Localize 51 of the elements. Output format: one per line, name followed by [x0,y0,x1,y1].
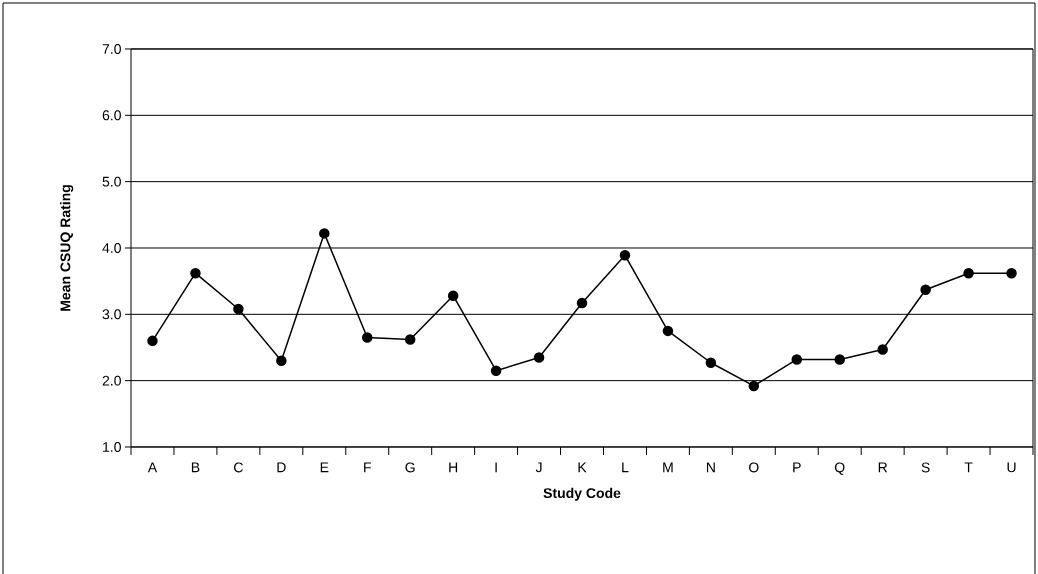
point [319,227,330,239]
point [490,365,502,376]
point [705,357,717,368]
point [920,284,931,295]
point [791,353,803,365]
x-tick-label: Q [834,462,845,475]
x-tick-label: P [793,462,801,472]
y-tick-label: 4.0 [102,242,121,253]
point [877,343,888,355]
x-tick-label: D [277,462,286,472]
y-tick-label: 1.0 [103,441,121,452]
point [576,297,588,309]
x-tick-label: F [364,462,371,472]
point [834,353,845,365]
x-tick-label: L [622,462,629,472]
y-tick-label: 7.0 [102,43,121,54]
x-tick-label: I [495,462,497,472]
point [190,267,201,279]
point [276,355,287,366]
y-tick-label: 5.0 [102,176,121,187]
x-tick-label: E [320,462,329,472]
point [233,303,244,315]
x-tick-label: T [964,462,973,472]
point [1006,267,1017,279]
y-tick-label: 3.0 [102,309,121,320]
point [662,325,674,336]
x-tick-label: A [147,462,158,472]
x-tick-label: S [921,462,930,473]
y-tick-label: 6.0 [102,110,121,121]
x-tick-label: O [749,462,759,473]
x-tick-label: G [405,462,415,473]
point [447,290,459,301]
point [404,334,416,345]
x-axis-title: Study Code [543,487,621,501]
point [963,267,974,279]
point [748,380,760,391]
x-tick-label: K [578,462,587,472]
point [533,351,545,363]
x-tick-label: H [449,462,458,472]
x-tick-label: J [535,462,542,473]
y-axis-title: Mean CSUQ Rating [60,184,74,311]
x-tick-label: M [663,462,673,472]
point [147,335,158,346]
x-tick-label: B [191,462,200,472]
y-tick-label: 2.0 [102,375,121,386]
x-tick-label: R [878,462,888,472]
x-tick-label: C [234,462,243,473]
x-tick-label: U [1007,462,1016,473]
point [362,332,373,343]
point [619,249,631,261]
x-tick-label: N [706,462,715,472]
